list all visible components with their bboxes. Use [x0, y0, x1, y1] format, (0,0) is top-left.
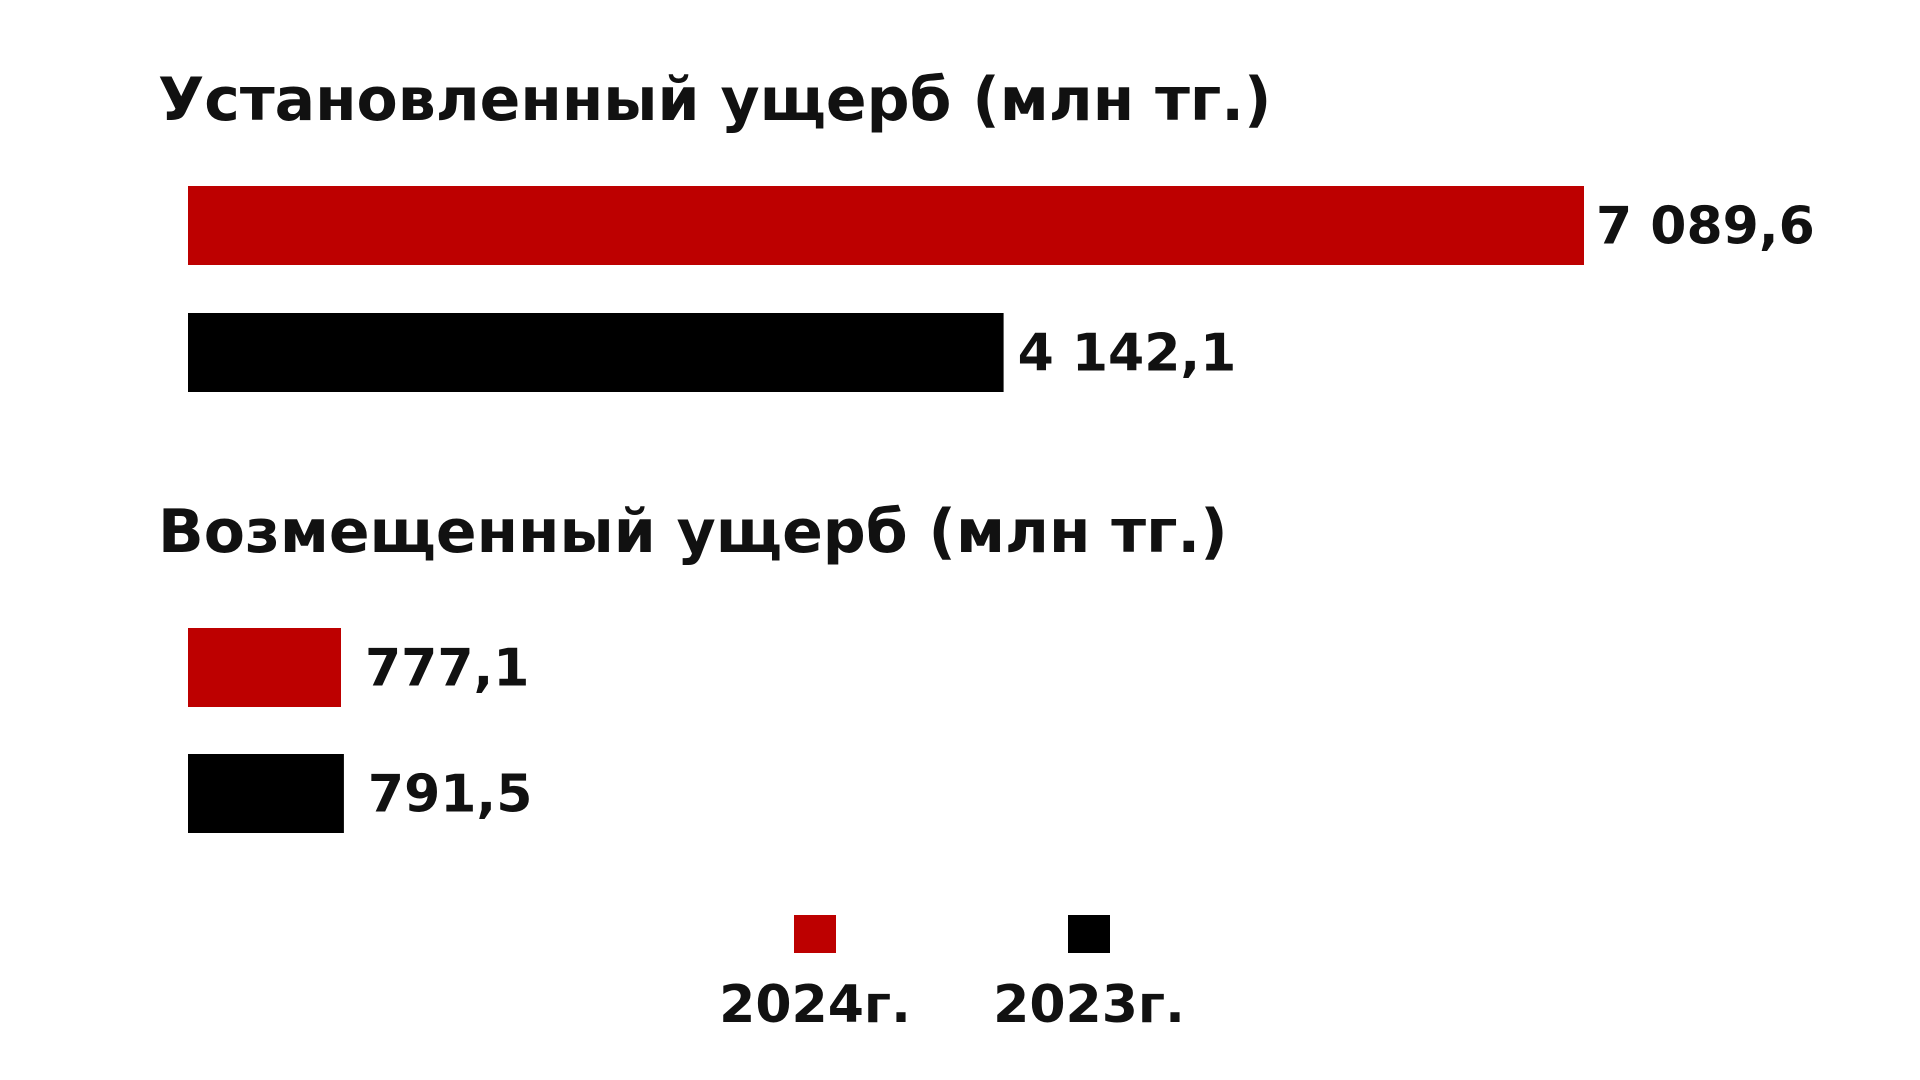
chart-title-compensated: Возмещенный ущерб (млн тг.): [158, 497, 1228, 567]
bar-established-2024: [188, 186, 1584, 265]
bar-compensated-2023: [188, 754, 344, 833]
bar-compensated-2024: [188, 628, 341, 707]
legend-swatch-2023: [1068, 915, 1110, 953]
bars-layer: 7 089,6 4 142,1 777,1 791,5: [188, 186, 1815, 833]
chart-title-established: Установленный ущерб (млн тг.): [158, 65, 1271, 135]
value-label-established-2024: 7 089,6: [1596, 197, 1815, 257]
legend: 2024г. 2023г.: [719, 915, 1185, 1035]
legend-label-2023: 2023г.: [993, 975, 1185, 1035]
value-label-compensated-2024: 777,1: [365, 639, 529, 699]
legend-swatch-2024: [794, 915, 836, 953]
bar-established-2023: [188, 313, 1004, 392]
legend-label-2024: 2024г.: [719, 975, 911, 1035]
value-label-compensated-2023: 791,5: [368, 765, 532, 825]
value-label-established-2023: 4 142,1: [1018, 324, 1237, 384]
